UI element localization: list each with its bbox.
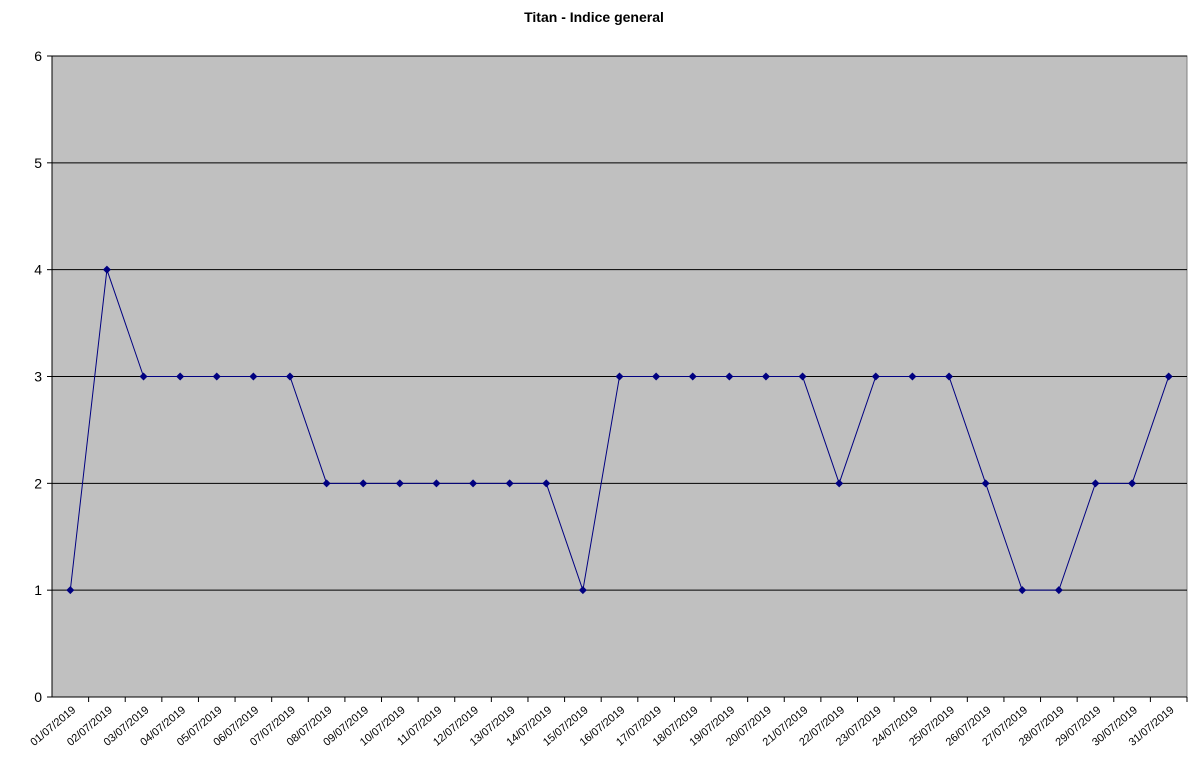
point-marker: [1128, 479, 1137, 488]
point-marker: [761, 372, 770, 381]
point-marker: [871, 372, 880, 381]
point-marker: [359, 479, 368, 488]
point-marker: [615, 372, 624, 381]
y-tick-label: 3: [34, 369, 42, 385]
point-marker: [249, 372, 258, 381]
y-tick-label: 5: [34, 155, 42, 171]
point-marker: [212, 372, 221, 381]
chart-title: Titan - Indice general: [524, 9, 664, 25]
y-tick-label: 1: [34, 582, 42, 598]
point-marker: [139, 372, 148, 381]
point-marker: [835, 479, 844, 488]
point-marker: [1164, 372, 1173, 381]
y-tick-label: 2: [34, 475, 42, 491]
point-marker: [652, 372, 661, 381]
point-marker: [469, 479, 478, 488]
point-marker: [981, 479, 990, 488]
point-marker: [542, 479, 551, 488]
point-marker: [908, 372, 917, 381]
point-marker: [725, 372, 734, 381]
point-marker: [505, 479, 514, 488]
point-marker: [285, 372, 294, 381]
y-tick-label: 6: [34, 48, 42, 64]
point-marker: [322, 479, 331, 488]
point-marker: [395, 479, 404, 488]
point-marker: [798, 372, 807, 381]
y-tick-label: 0: [34, 689, 42, 705]
point-marker: [945, 372, 954, 381]
point-marker: [1054, 586, 1063, 595]
point-marker: [1018, 586, 1027, 595]
point-marker: [688, 372, 697, 381]
point-marker: [66, 586, 75, 595]
point-marker: [102, 265, 111, 274]
y-tick-label: 4: [34, 262, 42, 278]
point-marker: [432, 479, 441, 488]
point-marker: [176, 372, 185, 381]
point-marker: [578, 586, 587, 595]
point-marker: [1091, 479, 1100, 488]
